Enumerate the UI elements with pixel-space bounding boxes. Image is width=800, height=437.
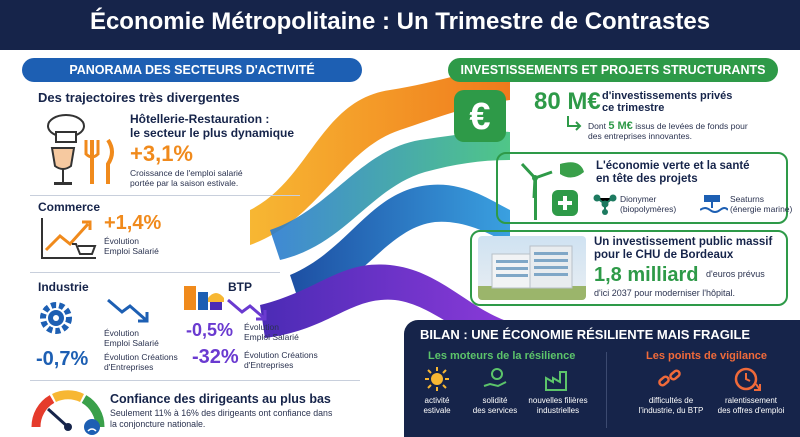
construction-icon [184,286,224,310]
green-economy-box [496,152,788,224]
divider [30,195,300,196]
ribbon-orange [250,65,510,245]
cart-growth-icon [41,218,97,259]
hotellerie-desc: Croissance de l'emploi salarié portée pa… [130,168,243,188]
invest-amount: 80 M€ [534,88,601,115]
trend-down-icon [227,298,267,321]
clock-down-icon [734,367,761,391]
vigilance-title: Les points de vigilance [646,350,768,362]
invest-text: d'investissements privés ce trimestre [602,90,733,114]
hand-coins-icon [483,368,507,388]
industrie-creations-value: -0,7% [36,348,89,370]
btp-emploi-value: -0,5% [186,320,234,340]
btp-title: BTP [228,280,252,294]
bilan-title: BILAN : UNE ÉCONOMIE RÉSILIENTE MAIS FRA… [420,327,751,342]
ribbon-teal [270,131,510,260]
flow-ribbons [250,65,510,352]
btp-creations-value: -32% [192,346,239,368]
dionymer: Dionymer (biopolymères) [620,194,677,214]
gear-down-icon [40,302,72,334]
btp-emploi-desc: Évolution Emploi Salarié [244,322,299,342]
btp-creations-desc: Évolution Créations d'Entreprises [244,350,318,370]
broken-chain-icon [658,369,681,387]
moteurs-title: Les moteurs de la résilience [428,350,576,362]
svg-text:€: € [469,96,490,138]
commerce-desc: Évolution Emploi Salarié [104,236,159,256]
wind-turbine-icon [520,162,553,220]
factory-icon [545,371,567,391]
bilan-divider [606,352,607,428]
seaturns: Seaturns (énergie marine) [730,194,793,214]
industrie-creations-desc: Évolution Créations d'Entreprises [104,352,178,372]
divider [30,380,360,381]
divider [30,272,280,273]
hotellerie-title: Hôtellerie-Restauration : le secteur le … [130,112,295,140]
confidence-gauge-icon [31,390,105,435]
commerce-value: +1,4% [104,212,162,234]
chu-title: Un investissement public massif pour le … [594,236,773,261]
ribbon-purple [260,264,510,352]
arrow-return-icon [567,116,582,131]
vigilance-1: difficultés de l'industrie, du BTP [638,396,704,415]
left-heading: Des trajectoires très divergentes [38,90,240,105]
industrie-emploi-desc: Évolution Emploi Salarié [104,328,159,348]
confiance-title: Confiance des dirigeants au plus bas [110,392,331,406]
verte-title: L'économie verte et la santé en tête des… [596,160,750,185]
confiance-desc: Seulement 11% à 16% des dirigeants ont c… [110,408,333,429]
commerce-title: Commerce [38,200,101,214]
hotellerie-value: +3,1% [130,141,193,166]
title-bar [0,0,800,50]
chef-hat-wine-icon [47,114,114,185]
moteur-3: nouvelles filières industrielles [528,396,588,415]
invest-dont: Dont 5 M€ issus de levées de fonds pour … [588,120,748,142]
marine-energy-icon [700,195,728,213]
euro-icon: € [454,90,506,142]
section-pill-sectors: PANORAMA DES SECTEURS D'ACTIVITÉ [22,58,362,82]
sun-icon [425,367,449,391]
moteur-2: solidité des services [472,396,518,415]
page-title: Économie Métropolitaine : Un Trimestre d… [89,8,711,35]
chu-amount: 1,8 milliard [594,264,699,286]
chu-box [470,230,788,306]
chu-text1: d'euros prévus [706,269,765,279]
section-pill-investments: INVESTISSEMENTS ET PROJETS STRUCTURANTS [448,58,778,82]
leaf-health-icon [552,162,584,216]
industrie-title: Industrie [38,280,89,294]
hospital-image [478,236,586,300]
vigilance-2: ralentissement des offres d'emploi [717,396,785,415]
chu-text2: d'ici 2037 pour moderniser l'hôpital. [594,288,736,298]
bilan-panel [404,320,800,437]
molecule-icon [593,194,617,215]
trend-down-icon [107,298,149,323]
moteur-1: activité estivale [423,396,451,415]
